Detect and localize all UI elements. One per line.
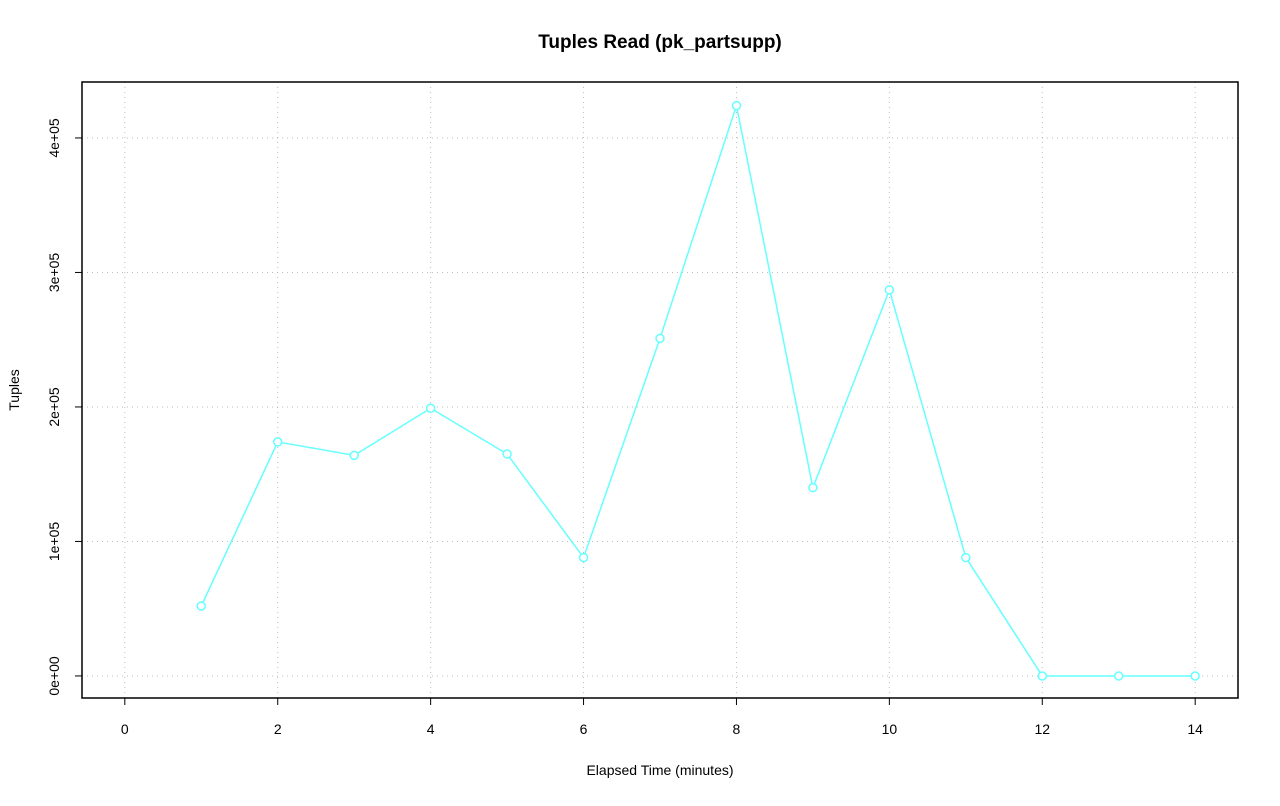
data-point bbox=[1113, 671, 1124, 681]
x-axis-label: Elapsed Time (minutes) bbox=[586, 762, 733, 778]
data-point bbox=[961, 552, 971, 563]
data-point bbox=[655, 333, 665, 344]
x-tick-label: 8 bbox=[733, 721, 741, 737]
x-tick-label: 2 bbox=[274, 721, 282, 737]
data-point bbox=[425, 403, 436, 414]
x-tick-label: 0 bbox=[121, 721, 129, 737]
y-axis-label: Tuples bbox=[6, 369, 22, 411]
x-tick-label: 10 bbox=[882, 721, 898, 737]
data-point bbox=[196, 601, 207, 611]
y-tick-label: 1e+05 bbox=[46, 522, 62, 562]
data-point bbox=[808, 482, 818, 493]
data-point bbox=[884, 285, 895, 295]
data-point bbox=[272, 437, 283, 447]
data-point bbox=[1037, 671, 1048, 681]
x-tick-label: 12 bbox=[1034, 721, 1050, 737]
data-point bbox=[502, 449, 512, 459]
y-tick-label: 3e+05 bbox=[46, 253, 62, 293]
y-tick-label: 4e+05 bbox=[46, 118, 62, 158]
y-tick-label: 0e+00 bbox=[46, 656, 62, 696]
x-tick-label: 14 bbox=[1187, 721, 1203, 737]
data-point bbox=[349, 450, 359, 461]
y-tick-label: 2e+05 bbox=[46, 387, 62, 427]
x-tick-label: 4 bbox=[427, 721, 435, 737]
data-point bbox=[731, 100, 742, 111]
x-tick-label: 6 bbox=[580, 721, 588, 737]
series-line bbox=[200, 102, 1196, 677]
chart-title: Tuples Read (pk_partsupp) bbox=[538, 32, 782, 53]
data-point bbox=[578, 552, 589, 563]
data-point bbox=[1190, 671, 1200, 681]
plot-frame bbox=[81, 81, 1239, 699]
